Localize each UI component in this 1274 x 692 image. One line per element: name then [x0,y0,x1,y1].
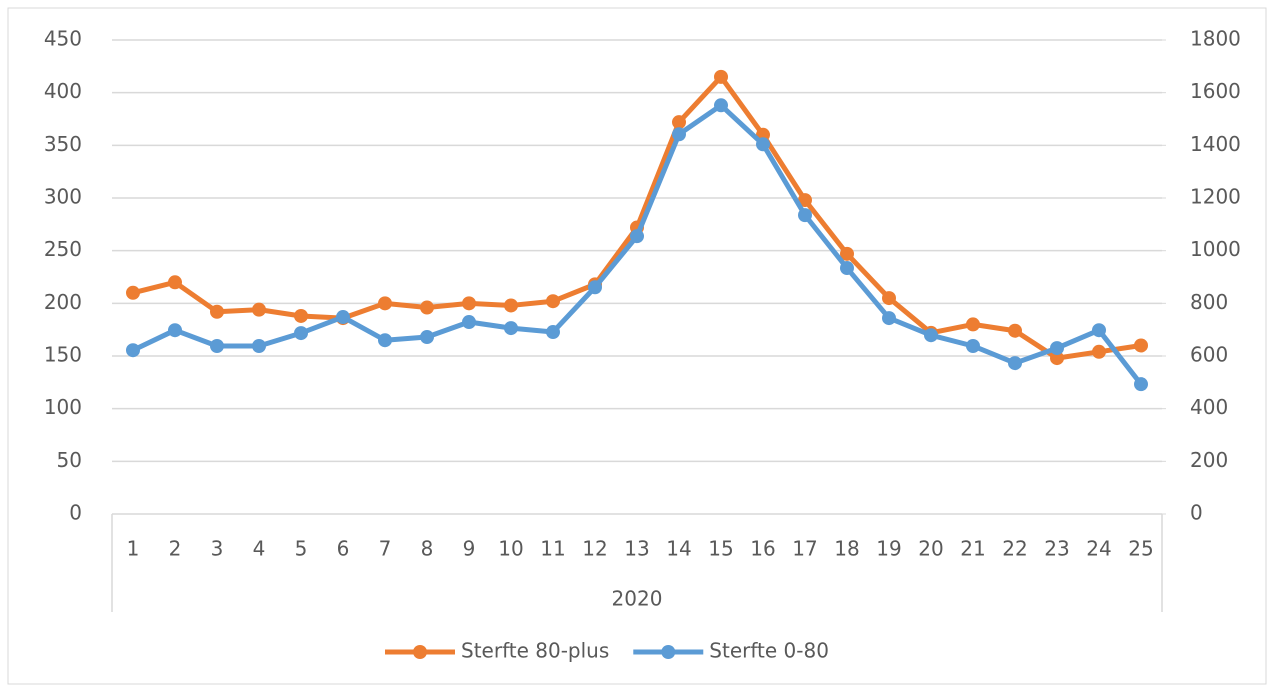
x-tick-label: 14 [666,537,691,561]
y-tick-label: 50 [57,448,82,472]
x-tick-label: 1 [127,537,140,561]
x-tick-label: 18 [834,537,859,561]
y2-tick-label: 1000 [1190,237,1241,261]
point [840,261,854,276]
point [714,69,728,84]
point [756,137,770,152]
y-tick-label: 250 [44,237,82,261]
x-tick-label: 4 [253,537,266,561]
point [420,330,434,345]
y2-tick-label: 800 [1190,290,1228,314]
point [462,315,476,330]
x-tick-label: 12 [582,537,607,561]
legend-label: Sterfte 80-plus [461,639,609,663]
point [924,328,938,343]
point [168,323,182,338]
point [1008,323,1022,338]
x-tick-label: 23 [1044,537,1069,561]
point [294,308,308,323]
y-tick-label: 200 [44,290,82,314]
legend-marker [661,645,676,659]
x-tick-label: 17 [792,537,817,561]
point [504,321,518,336]
y2-tick-label: 600 [1190,343,1228,367]
point [714,98,728,113]
x-tick-label: 21 [960,537,985,561]
point [588,280,602,295]
y2-tick-label: 0 [1190,501,1203,525]
point [252,338,266,353]
y2-tick-label: 1200 [1190,185,1241,209]
y-tick-label: 350 [44,132,82,156]
y2-tick-label: 200 [1190,448,1228,472]
point [546,294,560,309]
x-group-label: 2020 [612,587,663,611]
point [1050,351,1064,366]
x-tick-label: 22 [1002,537,1027,561]
x-tick-label: 24 [1086,537,1111,561]
y-tick-label: 0 [69,501,82,525]
x-tick-label: 19 [876,537,901,561]
x-tick-label: 13 [624,537,649,561]
legend-marker [413,645,427,659]
y2-tick-label: 1400 [1190,132,1241,156]
x-tick-label: 10 [498,537,523,561]
x-tick-label: 8 [421,537,434,561]
y-tick-label: 300 [44,185,82,209]
point [1008,356,1022,371]
point [1050,341,1064,356]
y2-tick-label: 400 [1190,395,1228,419]
x-tick-label: 2 [169,537,182,561]
y-tick-label: 100 [44,395,82,419]
y2-tick-label: 1800 [1190,27,1241,51]
point [966,317,980,332]
point [798,193,812,208]
point [210,304,224,319]
point [546,325,560,340]
point [420,300,434,315]
x-tick-label: 20 [918,537,943,561]
y2-tick-label: 1600 [1190,79,1241,103]
point [966,338,980,353]
x-tick-label: 16 [750,537,775,561]
point [378,296,392,311]
point [1092,344,1106,359]
point [882,311,896,326]
y-tick-label: 150 [44,343,82,367]
point [672,127,686,142]
x-tick-label: 5 [295,537,308,561]
point [252,302,266,317]
point [882,291,896,306]
point [1092,323,1106,338]
x-tick-label: 25 [1128,537,1153,561]
point [462,296,476,311]
point [630,229,644,244]
point [1134,338,1148,353]
x-tick-label: 7 [379,537,392,561]
point [672,115,686,130]
x-tick-label: 15 [708,537,733,561]
x-tick-label: 11 [540,537,565,561]
point [126,285,140,300]
point [798,208,812,223]
point [210,338,224,353]
point [126,343,140,358]
y-tick-label: 400 [44,79,82,103]
x-tick-label: 9 [463,537,476,561]
point [378,333,392,348]
point [336,310,350,325]
y-tick-label: 450 [44,27,82,51]
point [168,275,182,290]
point [294,326,308,341]
point [504,298,518,313]
legend-label: Sterfte 0-80 [709,639,829,663]
point [1134,377,1148,392]
x-tick-label: 6 [337,537,350,561]
x-tick-label: 3 [211,537,224,561]
chart-border [7,7,1267,685]
point [840,246,854,261]
